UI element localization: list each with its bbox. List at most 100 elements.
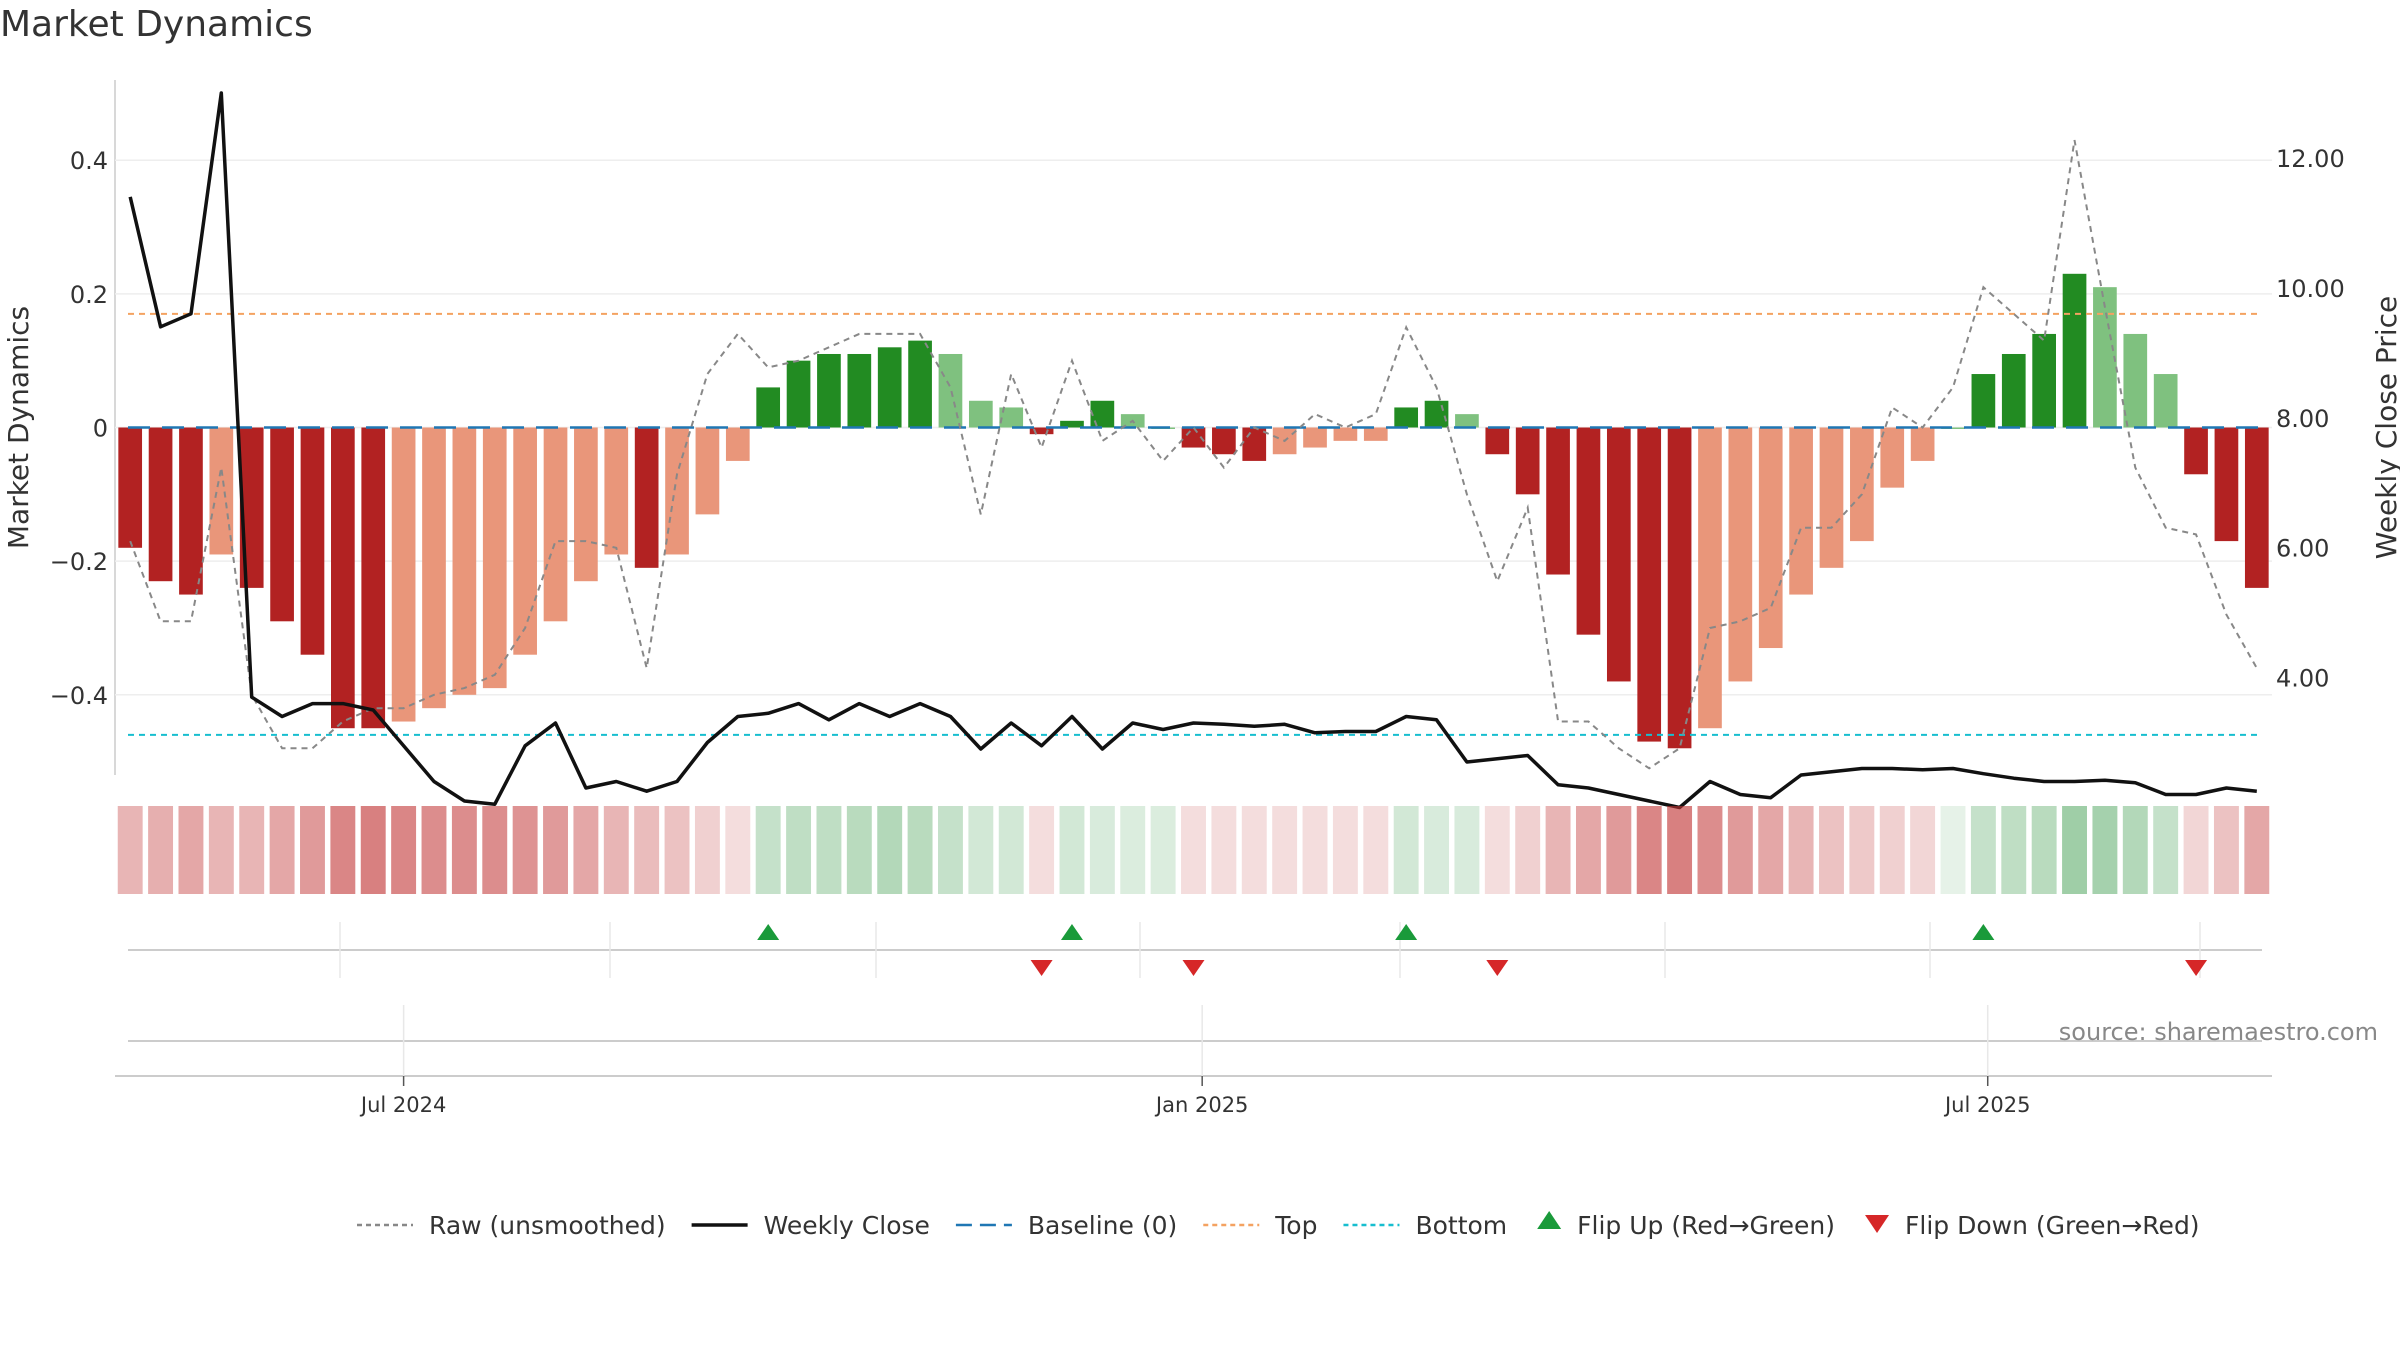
- y-tick-label: 0: [93, 415, 108, 443]
- bar: [331, 427, 355, 729]
- flip-down-marker: [1182, 960, 1205, 976]
- bar: [118, 427, 143, 548]
- weekly-close-line: [128, 91, 2257, 810]
- heat-cell: [664, 806, 690, 894]
- heat-cell: [1332, 806, 1358, 894]
- heat-cell: [451, 806, 477, 894]
- bar: [1333, 427, 1358, 441]
- y2-tick-label: 10.00: [2276, 275, 2345, 303]
- heat-cell: [391, 806, 417, 894]
- heat-cell: [816, 806, 842, 894]
- heat-cell: [1089, 806, 1115, 894]
- y-tick-label: 0.2: [70, 281, 108, 309]
- heat-cell: [1667, 806, 1693, 894]
- legend-item: Flip Up (Red→Green): [1537, 1211, 1835, 1240]
- legend-flip-up-icon: [1537, 1211, 1562, 1229]
- y-tick-label: −0.2: [50, 548, 108, 576]
- y-tick-label: 0.4: [70, 147, 108, 175]
- bar: [817, 353, 841, 428]
- bar: [877, 347, 902, 428]
- heat-cell: [512, 806, 538, 894]
- heat-cell: [117, 806, 143, 894]
- heat-cell: [2031, 806, 2057, 894]
- bar: [1212, 427, 1236, 455]
- legend-label: Flip Down (Green→Red): [1905, 1211, 2200, 1240]
- bar: [209, 427, 234, 555]
- bar: [1485, 427, 1510, 455]
- bar: [2153, 374, 2178, 428]
- heat-cell: [907, 806, 933, 894]
- legend-label: Top: [1274, 1211, 1317, 1240]
- bar: [695, 427, 720, 515]
- heat-cell: [360, 806, 386, 894]
- bar: [1850, 427, 1874, 542]
- heat-cell: [482, 806, 508, 894]
- heat-cell: [968, 806, 994, 894]
- bar: [756, 387, 781, 428]
- bar: [2214, 427, 2239, 542]
- heat-cell: [1970, 806, 1996, 894]
- heat-cell: [1545, 806, 1571, 894]
- legend-item: Bottom: [1343, 1211, 1507, 1240]
- heat-cell: [1758, 806, 1784, 894]
- x-tick-label: Jan 2025: [1154, 1093, 1249, 1117]
- bar: [1546, 427, 1570, 575]
- legend-label: Bottom: [1415, 1211, 1507, 1240]
- heat-cell: [1181, 806, 1206, 894]
- chart-title: Market Dynamics: [0, 4, 313, 45]
- bar: [2184, 427, 2208, 475]
- bar: [1029, 427, 1054, 435]
- heat-cell: [1879, 806, 1905, 894]
- bar: [1181, 427, 1206, 448]
- bar: [938, 353, 963, 428]
- heat-cell: [2122, 806, 2148, 894]
- legend-item: Baseline (0): [955, 1211, 1177, 1240]
- bar: [1424, 400, 1449, 428]
- bar: [482, 427, 507, 689]
- bar: [1758, 427, 1783, 649]
- heat-cell: [1606, 806, 1632, 894]
- heat-cell: [148, 806, 174, 894]
- legend-item: Weekly Close: [691, 1211, 930, 1240]
- heat-cell: [2183, 806, 2209, 894]
- heat-cell: [421, 806, 447, 894]
- heat-cell: [239, 806, 265, 894]
- y-tick-label: −0.4: [50, 682, 108, 710]
- bar: [574, 427, 598, 582]
- bar: [908, 340, 932, 428]
- bar: [2062, 273, 2087, 428]
- bar: [999, 407, 1024, 428]
- heat-cell: [1120, 806, 1146, 894]
- heat-cell: [573, 806, 599, 894]
- bar: [513, 427, 537, 655]
- bar: [725, 427, 750, 461]
- heat-cell: [1302, 806, 1328, 894]
- heat-cell: [1819, 806, 1844, 894]
- bar: [543, 427, 568, 622]
- bar: [270, 427, 294, 622]
- heat-cell: [1788, 806, 1814, 894]
- bar: [1941, 427, 1965, 429]
- bar: [2123, 333, 2148, 428]
- legend-item: Raw (unsmoothed): [357, 1211, 666, 1240]
- heat-cell: [2153, 806, 2179, 894]
- heat-cell: [1515, 806, 1541, 894]
- heat-cell: [694, 806, 720, 894]
- heat-cell: [877, 806, 903, 894]
- bar: [1667, 427, 1692, 749]
- heat-cell: [2001, 806, 2027, 894]
- heat-cell: [330, 806, 356, 894]
- bar: [179, 427, 203, 595]
- heat-cell: [938, 806, 963, 894]
- raw-series-line: [129, 139, 2258, 770]
- bar: [634, 427, 659, 568]
- bar: [1576, 427, 1601, 635]
- bar: [300, 427, 325, 655]
- heat-cell: [1272, 806, 1298, 894]
- heat-cell: [755, 806, 781, 894]
- bar: [422, 427, 446, 709]
- heat-cell: [786, 806, 812, 894]
- heat-cell: [300, 806, 325, 894]
